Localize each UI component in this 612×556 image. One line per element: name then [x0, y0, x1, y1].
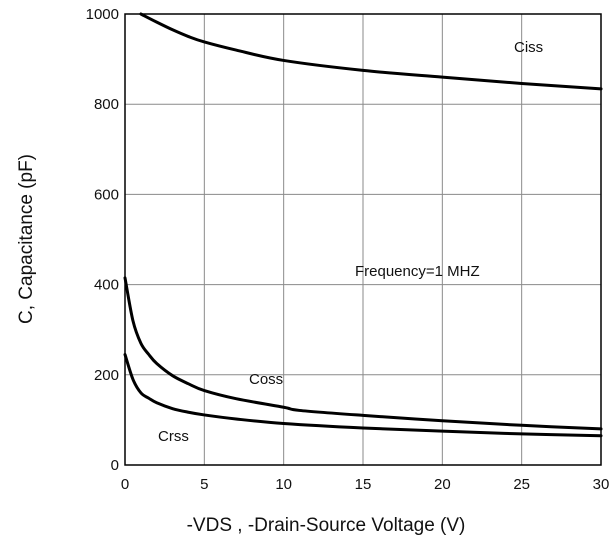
- y-tick-label: 1000: [86, 6, 119, 23]
- x-axis-title: -VDS , -Drain-Source Voltage (V): [187, 515, 466, 536]
- y-tick-label: 800: [94, 96, 119, 113]
- x-tick-label: 15: [355, 476, 372, 493]
- frequency-annotation: Frequency=1 MHZ: [355, 263, 480, 280]
- x-tick-label: 25: [513, 476, 530, 493]
- grid-layer: [125, 14, 601, 465]
- x-tick-label: 10: [275, 476, 292, 493]
- plot-frame: [124, 13, 602, 466]
- y-tick-label: 600: [94, 186, 119, 203]
- y-tick-label: 0: [111, 457, 119, 474]
- tick-layer: 0 5 10 15 20 25 30 0 200 400 600 800 1000: [86, 6, 610, 493]
- series-line-coss: [123, 276, 603, 431]
- series-layer: [123, 12, 603, 438]
- x-tick-label: 20: [434, 476, 451, 493]
- y-tick-label: 400: [94, 277, 119, 294]
- y-tick-label: 200: [94, 367, 119, 384]
- x-tick-label: 5: [200, 476, 208, 493]
- series-line-crss: [123, 353, 603, 438]
- label-layer: Ciss Coss Crss: [158, 39, 543, 445]
- y-axis-title: C, Capacitance (pF): [16, 154, 37, 324]
- series-label-ciss: Ciss: [514, 39, 543, 56]
- series-label-crss: Crss: [158, 428, 189, 445]
- series-line-ciss: [139, 12, 603, 91]
- x-tick-label: 0: [121, 476, 129, 493]
- x-tick-label: 30: [593, 476, 610, 493]
- series-label-coss: Coss: [249, 371, 283, 388]
